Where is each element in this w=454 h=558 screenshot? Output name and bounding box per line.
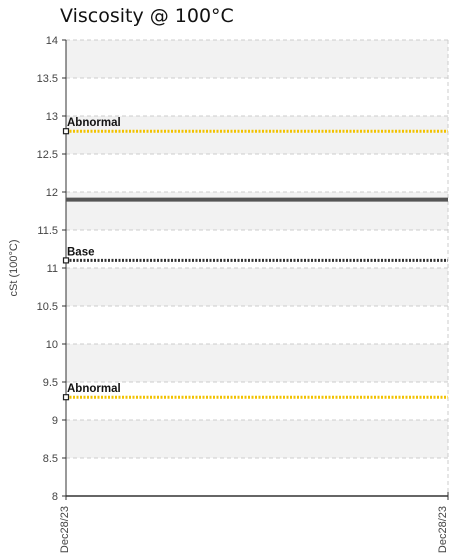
y-tick-label: 10.5: [37, 301, 58, 313]
y-tick-label: 8.5: [43, 453, 58, 465]
reference-label-base: Base: [67, 246, 95, 258]
plot-band: [66, 116, 448, 154]
plot-band: [66, 230, 448, 268]
x-tick-label: Dec28/23: [59, 506, 71, 553]
y-tick-label: 12: [46, 187, 58, 199]
y-tick-label: 13.5: [37, 73, 58, 85]
plot-band: [66, 306, 448, 344]
reference-marker: [62, 394, 70, 401]
reference-marker: [62, 257, 70, 264]
plot-band: [66, 268, 448, 306]
y-tick-label: 11.5: [37, 225, 58, 237]
plot-band: [66, 154, 448, 192]
reference-label-abnormal: Abnormal: [67, 117, 121, 129]
plot-band: [66, 420, 448, 458]
reference-label-abnormal: Abnormal: [67, 383, 121, 395]
y-tick-label: 10: [46, 339, 58, 351]
plot-band: [66, 344, 448, 382]
y-axis-label: cSt (100°C): [8, 240, 20, 297]
y-tick-label: 12.5: [37, 149, 58, 161]
plot-band: [66, 40, 448, 78]
reference-marker: [62, 128, 70, 135]
plot-band: [66, 458, 448, 496]
plot-band: [66, 78, 448, 116]
y-tick-label: 13: [46, 111, 58, 123]
y-tick-label: 14: [46, 35, 58, 47]
x-tick-label: Dec28/23: [437, 506, 449, 553]
plot-band: [66, 382, 448, 420]
chart-title: Viscosity @ 100°C: [60, 5, 234, 27]
y-tick-label: 11: [47, 263, 58, 275]
y-tick-label: 9: [52, 415, 58, 427]
y-tick-label: 9.5: [43, 377, 58, 389]
y-tick-label: 8: [52, 491, 58, 503]
